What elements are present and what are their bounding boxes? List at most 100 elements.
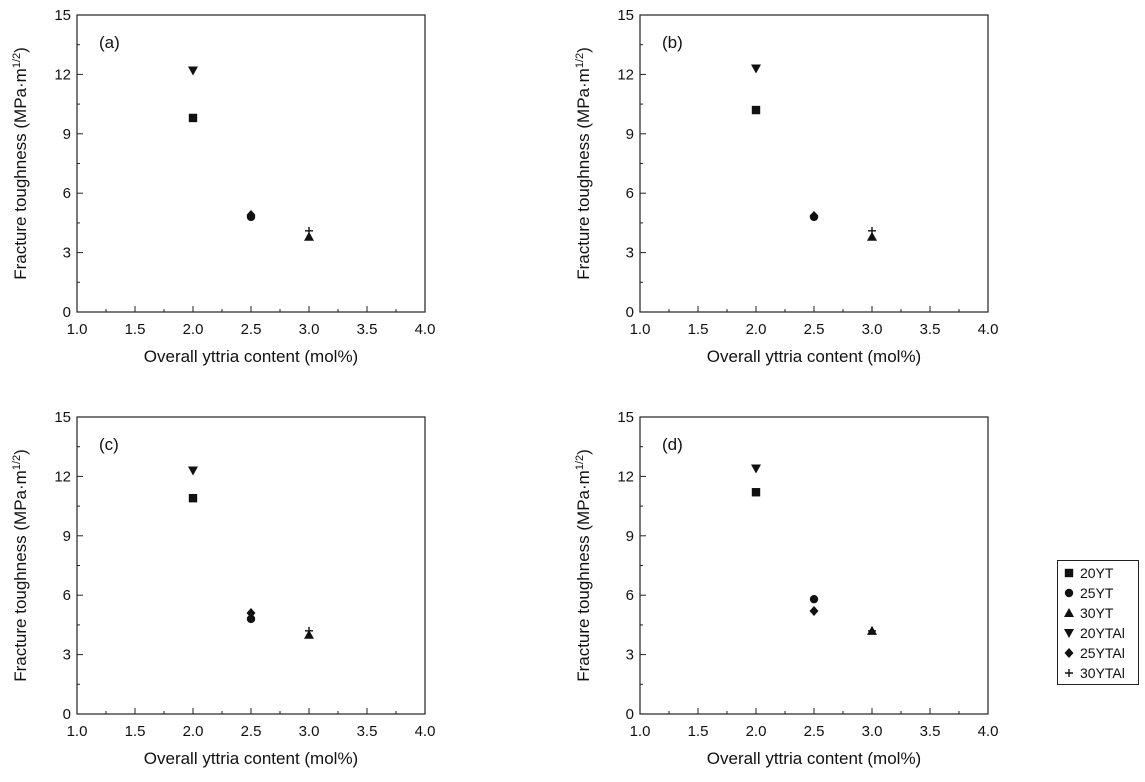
panel-label: (c) (99, 435, 119, 454)
panel-label: (d) (662, 435, 683, 454)
legend-marker-shape (1064, 588, 1074, 598)
x-tick-label: 2.0 (183, 321, 204, 338)
x-tick-label: 1.0 (67, 723, 88, 740)
x-tick-label: 4.0 (978, 723, 999, 740)
legend-marker-circle-icon (1062, 586, 1076, 600)
data-point-circle (809, 594, 819, 604)
legend-label: 30YT (1080, 605, 1114, 621)
legend-marker-shape (1064, 608, 1074, 617)
data-point-triangle-up (304, 231, 314, 241)
y-axis-label: Fracture toughness (MPa·m1/2) (574, 47, 593, 280)
legend-marker-triangle-down-icon (1062, 626, 1076, 640)
x-tick-label: 2.0 (746, 321, 767, 338)
y-tick-label: 9 (63, 528, 71, 545)
data-point-plus (305, 626, 313, 635)
legend-item: 25YT (1062, 583, 1134, 603)
data-point-triangle-up (867, 231, 877, 241)
y-axis-label: Fracture toughness (MPa·m1/2) (574, 449, 593, 682)
x-axis-label: Overall yttria content (mol%) (144, 347, 358, 366)
y-axis-label: Fracture toughness (MPa·m1/2) (11, 449, 30, 682)
y-tick-label: 15 (54, 7, 71, 24)
data-point-plus (868, 626, 876, 635)
legend-marker-svg (1064, 629, 1074, 638)
x-tick-label: 1.0 (630, 321, 651, 338)
data-point-square (751, 105, 761, 115)
data-point-plus (305, 226, 313, 235)
legend-label: 20YTAl (1080, 625, 1125, 641)
data-point-square (188, 113, 198, 123)
y-tick-label: 15 (617, 7, 634, 24)
legend-marker-svg (1064, 648, 1074, 658)
y-tick-label: 3 (63, 245, 71, 262)
chart-panel: 1.0 1.5 2.0 2.5 3.0 3.5 4.0 0 3 6 9 12 15 Overall ytt… (11, 409, 435, 768)
x-axis-label: Overall yttria content (mol%) (144, 749, 358, 768)
y-tick-label: 3 (626, 647, 634, 664)
y-tick-label: 0 (626, 304, 634, 321)
y-tick-label: 15 (617, 409, 634, 426)
x-tick-label: 4.0 (415, 321, 436, 338)
legend-marker-svg (1064, 608, 1074, 617)
x-tick-label: 2.5 (241, 723, 262, 740)
x-tick-label: 2.0 (183, 723, 204, 740)
data-point-square (751, 488, 761, 497)
x-tick-label: 4.0 (978, 321, 999, 338)
y-tick-label: 15 (54, 409, 71, 426)
chart-panel: 1.0 1.5 2.0 2.5 3.0 3.5 4.0 0 3 6 9 12 15 Overall ytt… (11, 7, 435, 366)
plot-frame (76, 416, 426, 715)
data-point-diamond (246, 608, 256, 619)
data-point-square (188, 493, 198, 503)
data-point-plus (868, 226, 876, 235)
data-point-triangle-down (188, 466, 198, 476)
plot-frame (639, 416, 989, 715)
chart-panel: 1.0 1.5 2.0 2.5 3.0 3.5 4.0 0 3 6 9 12 15 Overall ytt… (574, 409, 998, 768)
legend-item: 25YTAl (1062, 643, 1134, 663)
y-tick-label: 0 (63, 706, 71, 723)
legend-marker-shape (1065, 669, 1073, 677)
panel-label: (b) (662, 33, 683, 52)
x-tick-label: 2.0 (746, 723, 767, 740)
legend-marker-svg (1064, 588, 1074, 598)
legend-marker-square-icon (1062, 566, 1076, 580)
data-point-triangle-down (751, 64, 761, 74)
legend-item: 20YT (1062, 563, 1134, 583)
x-tick-label: 1.0 (67, 321, 88, 338)
legend-marker-shape (1064, 629, 1074, 638)
x-tick-label: 2.5 (804, 321, 825, 338)
legend-marker-triangle-up-icon (1062, 606, 1076, 620)
legend-label: 25YTAl (1080, 645, 1125, 661)
y-tick-label: 12 (54, 468, 71, 485)
y-tick-label: 6 (63, 587, 71, 604)
legend-item: 20YTAl (1062, 623, 1134, 643)
y-tick-label: 6 (63, 185, 71, 202)
x-tick-label: 1.0 (630, 723, 651, 740)
legend-marker-svg (1064, 568, 1074, 578)
y-tick-label: 3 (626, 245, 634, 262)
data-point-triangle-down (751, 464, 761, 474)
data-point-diamond (809, 606, 819, 617)
plot-frame (639, 14, 989, 313)
legend-label: 25YT (1080, 585, 1114, 601)
x-axis-label: Overall yttria content (mol%) (707, 749, 921, 768)
y-axis-label: Fracture toughness (MPa·m1/2) (11, 47, 30, 280)
y-tick-label: 6 (626, 185, 634, 202)
y-tick-label: 0 (626, 706, 634, 723)
x-tick-label: 3.5 (357, 321, 378, 338)
x-tick-label: 1.5 (125, 321, 146, 338)
x-tick-label: 3.0 (862, 723, 883, 740)
legend-marker-svg (1065, 669, 1073, 677)
legend-marker-plus-icon (1062, 666, 1076, 680)
x-axis-label: Overall yttria content (mol%) (707, 347, 921, 366)
y-tick-label: 3 (63, 647, 71, 664)
x-tick-label: 2.5 (241, 321, 262, 338)
legend-marker-diamond-icon (1062, 646, 1076, 660)
plot-frame (76, 14, 426, 313)
x-tick-label: 3.0 (862, 321, 883, 338)
panel-label: (a) (99, 33, 120, 52)
legend-item: 30YT (1062, 603, 1134, 623)
y-tick-label: 0 (63, 304, 71, 321)
y-tick-label: 12 (617, 66, 634, 83)
y-tick-label: 6 (626, 587, 634, 604)
chart-panel: 1.0 1.5 2.0 2.5 3.0 3.5 4.0 0 3 6 9 12 15 Overall ytt… (574, 7, 998, 366)
data-point-circle (246, 614, 256, 624)
